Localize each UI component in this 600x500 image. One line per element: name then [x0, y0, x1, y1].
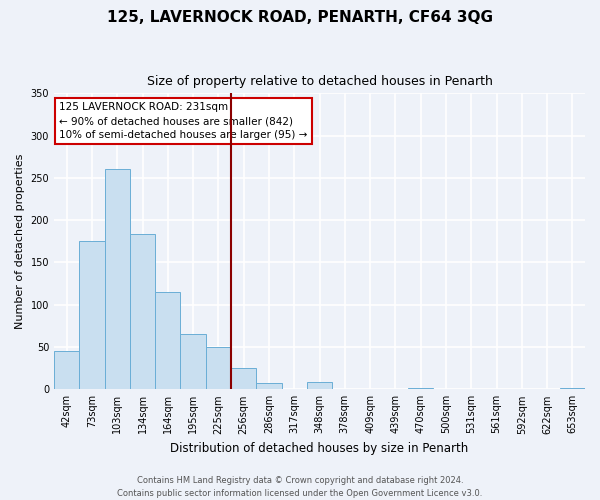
Bar: [560, 388, 585, 390]
Bar: [408, 388, 433, 390]
Bar: [256, 382, 281, 390]
Bar: [155, 292, 181, 390]
Bar: [79, 242, 104, 390]
X-axis label: Distribution of detached houses by size in Penarth: Distribution of detached houses by size …: [170, 442, 469, 455]
Bar: [231, 368, 256, 390]
Y-axis label: Number of detached properties: Number of detached properties: [15, 154, 25, 329]
Bar: [181, 334, 206, 390]
Bar: [104, 170, 130, 390]
Text: Contains HM Land Registry data © Crown copyright and database right 2024.
Contai: Contains HM Land Registry data © Crown c…: [118, 476, 482, 498]
Bar: [307, 382, 332, 390]
Title: Size of property relative to detached houses in Penarth: Size of property relative to detached ho…: [146, 75, 493, 88]
Text: 125, LAVERNOCK ROAD, PENARTH, CF64 3QG: 125, LAVERNOCK ROAD, PENARTH, CF64 3QG: [107, 10, 493, 25]
Bar: [54, 352, 79, 390]
Bar: [206, 347, 231, 390]
Bar: [130, 234, 155, 390]
Text: 125 LAVERNOCK ROAD: 231sqm
← 90% of detached houses are smaller (842)
10% of sem: 125 LAVERNOCK ROAD: 231sqm ← 90% of deta…: [59, 102, 308, 140]
